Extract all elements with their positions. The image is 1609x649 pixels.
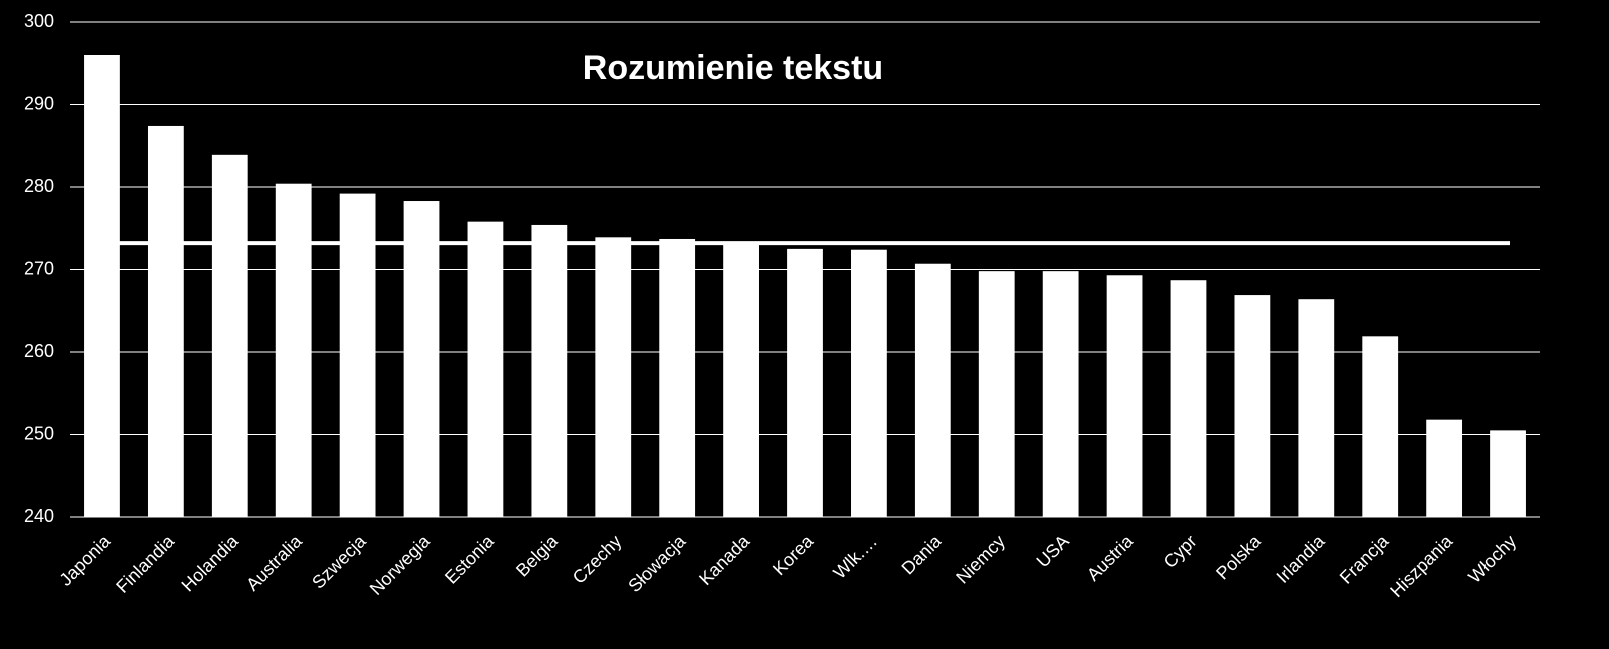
x-tick-label: Belgia xyxy=(512,530,562,580)
bar xyxy=(275,183,312,517)
bar xyxy=(723,242,759,517)
bar xyxy=(403,201,440,517)
bar xyxy=(914,263,951,517)
y-tick-label: 290 xyxy=(24,93,54,113)
x-tick-label: Francja xyxy=(1336,530,1393,587)
x-tick-label: Australia xyxy=(242,530,306,594)
bar xyxy=(147,125,184,517)
x-tick-label: Szwecja xyxy=(308,530,370,592)
x-tick-label: Wlk.… xyxy=(829,531,881,583)
bar xyxy=(84,55,120,517)
bar xyxy=(1298,299,1335,517)
y-tick-label: 280 xyxy=(24,176,54,196)
chart-title: Rozumienie tekstu xyxy=(583,49,883,87)
x-tick-label: Holandia xyxy=(178,530,243,595)
bar xyxy=(211,154,248,517)
bar xyxy=(467,221,504,517)
bar xyxy=(1426,419,1463,517)
bar xyxy=(1362,336,1399,517)
x-tick-label: Dania xyxy=(898,530,946,578)
x-tick-label: Estonia xyxy=(441,530,498,587)
bar xyxy=(595,237,632,517)
x-tick-label: Irlandia xyxy=(1273,530,1330,587)
x-tick-label: Japonia xyxy=(55,530,114,589)
bar xyxy=(1106,275,1143,517)
bar xyxy=(531,224,568,517)
x-tick-label: Niemcy xyxy=(952,531,1009,588)
x-tick-label: Słowacja xyxy=(624,530,690,596)
y-tick-label: 250 xyxy=(24,423,54,443)
bar xyxy=(787,248,823,517)
bar xyxy=(339,193,376,517)
y-tick-label: 270 xyxy=(24,258,54,278)
x-tick-label: Polska xyxy=(1212,530,1265,583)
x-tick-label: Korea xyxy=(769,530,818,579)
x-tick-label: Austria xyxy=(1083,530,1137,584)
bar xyxy=(1042,271,1079,517)
bar xyxy=(1170,280,1207,517)
y-tick-label: 240 xyxy=(24,506,54,526)
x-tick-label: Hiszpania xyxy=(1386,530,1457,601)
y-tick-label: 260 xyxy=(24,341,54,361)
bar xyxy=(1234,295,1271,517)
x-tick-label: Cypr xyxy=(1160,531,1201,572)
x-tick-label: Włochy xyxy=(1464,531,1520,587)
x-tick-label: Czechy xyxy=(569,531,626,588)
x-tick-label: USA xyxy=(1033,531,1073,571)
bar xyxy=(978,271,1015,517)
x-tick-label: Kanada xyxy=(695,530,754,589)
y-tick-label: 300 xyxy=(24,11,54,31)
bar xyxy=(659,238,696,517)
bar xyxy=(1490,430,1526,517)
bar xyxy=(851,249,887,517)
x-tick-label: Norwegia xyxy=(366,530,435,599)
x-tick-label: Finlandia xyxy=(112,530,178,596)
